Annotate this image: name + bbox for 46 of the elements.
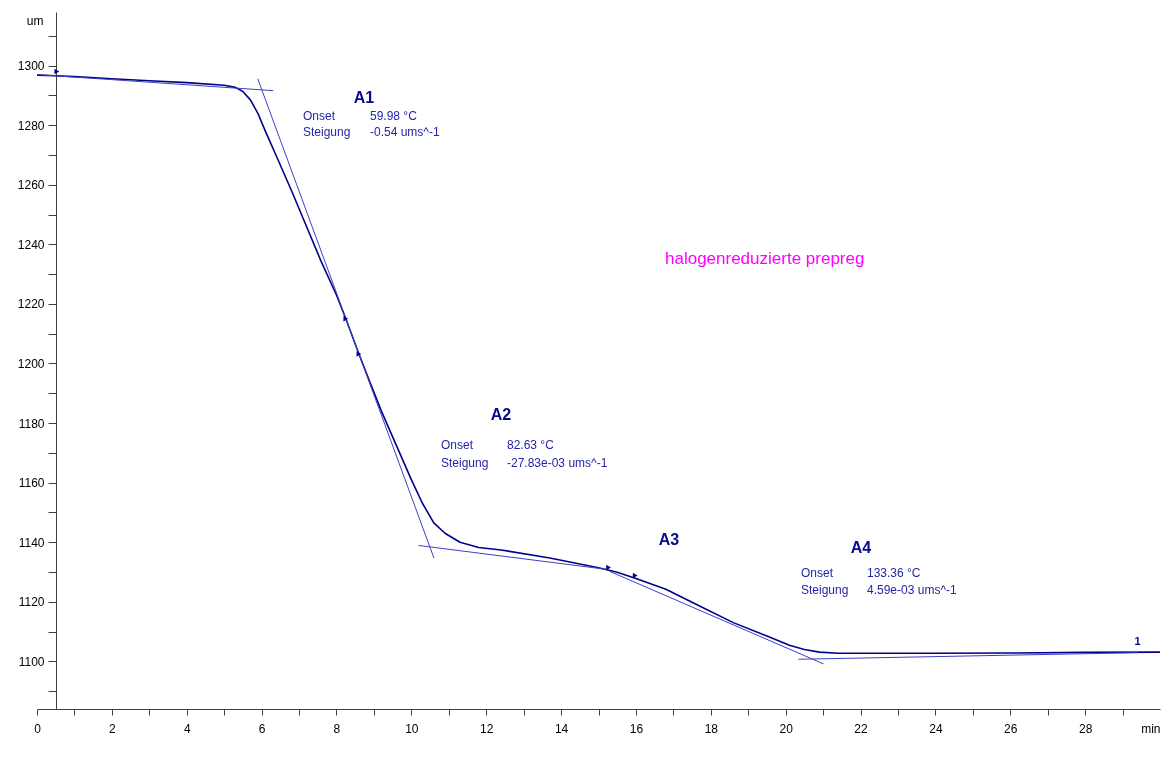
y-tick-label: 1140	[18, 535, 45, 550]
y-tick-label: 1300	[17, 59, 45, 74]
x-tick-label: 26	[1004, 721, 1018, 736]
annotation: 59.98 °C	[370, 109, 418, 123]
y-tick-label: 1260	[17, 178, 45, 193]
x-tick-label: 0	[34, 721, 42, 736]
y-tick-label: 1100	[18, 654, 45, 669]
x-tick-label: 16	[629, 721, 644, 736]
annotation: Steigung	[441, 456, 489, 470]
y-tick-label: 1120	[18, 595, 45, 610]
y-tick-label: 1220	[17, 297, 45, 312]
annotation: -0.54 ums^-1	[370, 125, 440, 139]
x-tick-label: 18	[704, 721, 719, 736]
annotation: A4	[850, 539, 872, 556]
annotation: Steigung	[303, 125, 351, 139]
x-tick-label: 22	[854, 721, 869, 736]
annotation: Onset	[801, 566, 834, 580]
x-tick-label: 4	[183, 721, 191, 736]
y-tick-label: 1160	[18, 476, 45, 491]
annotation: 82.63 °C	[507, 438, 555, 452]
x-tick-label: 12	[480, 721, 494, 736]
annotation: A2	[490, 406, 512, 423]
x-tick-label: 20	[779, 721, 794, 736]
y-tick-label: 1180	[18, 416, 45, 431]
x-tick-label: 2	[109, 721, 117, 736]
y-tick-label: 1200	[17, 356, 45, 371]
annotation: A3	[658, 531, 680, 548]
x-tick-label: 6	[258, 721, 266, 736]
y-tick-label: 1280	[17, 118, 45, 133]
y-tick-label: 1240	[17, 237, 45, 252]
x-tick-label: 8	[333, 721, 341, 736]
annotation: 1	[1134, 635, 1141, 648]
x-tick-label: 28	[1078, 721, 1093, 736]
annotation: 133.36 °C	[867, 566, 921, 580]
annotation: Onset	[303, 109, 336, 123]
annotation: 4.59e-03 ums^-1	[867, 583, 957, 597]
x-tick-label: 14	[554, 721, 569, 736]
x-tick-label: 10	[405, 721, 419, 736]
annotation: Steigung	[801, 583, 849, 597]
annotation: Onset	[441, 438, 474, 452]
annotation: halogenreduzierte prepreg	[665, 249, 865, 268]
y-axis-title: um	[26, 13, 44, 28]
annotation: A1	[353, 89, 375, 106]
annotation: -27.83e-03 ums^-1	[507, 456, 608, 470]
x-tick-label: 24	[929, 721, 943, 736]
x-axis-title: min	[1141, 721, 1161, 736]
